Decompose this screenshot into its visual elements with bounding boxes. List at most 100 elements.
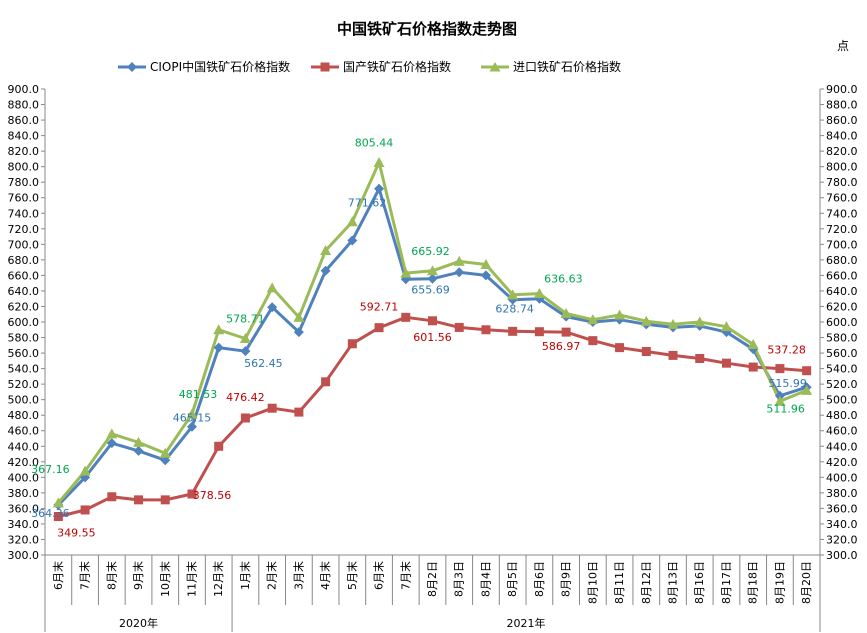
y-tick-label-left: 740.0 xyxy=(8,207,40,220)
data-point-ciopi xyxy=(240,346,251,357)
data-point-domestic xyxy=(721,358,731,368)
y-tick-label-left: 720.0 xyxy=(8,223,40,236)
y-tick-label-right: 440.0 xyxy=(826,440,858,453)
x-tick-label: 8月18日 xyxy=(747,561,760,604)
data-point-domestic xyxy=(695,354,705,364)
data-label: 562.45 xyxy=(244,357,283,370)
unit-label: 点 xyxy=(837,39,849,53)
series-line-domestic xyxy=(58,315,807,518)
data-point-ciopi xyxy=(347,235,358,246)
x-tick-label: 8月17日 xyxy=(720,561,733,604)
data-point-imported xyxy=(373,156,385,167)
data-point-domestic xyxy=(481,325,491,335)
y-tick-label-right: 420.0 xyxy=(826,456,858,469)
data-label: 601.56 xyxy=(413,331,452,344)
data-point-ciopi xyxy=(480,270,491,281)
x-tick-label: 6月末 xyxy=(51,561,65,590)
data-point-domestic xyxy=(214,441,224,451)
data-point-domestic xyxy=(454,322,464,332)
data-label: 665.92 xyxy=(411,245,450,258)
legend-item-imported[interactable]: 进口铁矿石价格指数 xyxy=(481,59,621,74)
x-tick-label: 8月5日 xyxy=(506,561,519,597)
data-label: 465.15 xyxy=(173,412,212,425)
y-tick-label-left: 380.0 xyxy=(8,487,40,500)
data-point-imported xyxy=(560,307,572,318)
data-point-imported xyxy=(694,316,706,327)
data-point-domestic xyxy=(802,366,812,376)
y-tick-label-left: 840.0 xyxy=(8,130,40,143)
x-tick-label: 2月末 xyxy=(265,561,279,590)
data-point-ciopi xyxy=(133,445,144,456)
year-label: 2021年 xyxy=(507,616,546,630)
data-point-domestic xyxy=(775,364,785,374)
data-point-ciopi xyxy=(267,302,278,313)
legend-item-ciopi[interactable]: CIOPI中国铁矿石价格指数 xyxy=(118,59,290,74)
data-label: 805.44 xyxy=(355,136,394,149)
legend-label-imported: 进口铁矿石价格指数 xyxy=(513,59,621,74)
y-tick-label-left: 580.0 xyxy=(8,332,40,345)
x-tick-label: 7月末 xyxy=(78,561,92,590)
data-point-imported xyxy=(239,333,251,344)
data-point-domestic xyxy=(107,492,117,502)
year-label: 2020年 xyxy=(119,616,158,630)
y-tick-label-left: 500.0 xyxy=(8,394,40,407)
x-tick-label: 12月末 xyxy=(211,561,225,597)
data-point-imported xyxy=(614,309,626,320)
y-tick-label-right: 700.0 xyxy=(826,238,858,251)
data-point-ciopi xyxy=(106,438,117,449)
chart-title: 中国铁矿石价格指数走势图 xyxy=(337,20,517,38)
y-tick-label-left: 300.0 xyxy=(8,549,40,562)
data-labels: 349.55 378.56 476.42 592.71 601.56 586.97 537.… xyxy=(31,136,807,539)
data-label: 515.99 xyxy=(768,377,807,390)
y-tick-label-right: 660.0 xyxy=(826,269,858,282)
y-tick-label-right: 460.0 xyxy=(826,425,858,438)
x-tick-label: 8月19日 xyxy=(773,561,786,604)
data-point-domestic xyxy=(374,323,384,333)
data-point-domestic xyxy=(294,407,304,417)
data-point-imported xyxy=(52,497,64,508)
y-tick-label-left: 760.0 xyxy=(8,192,40,205)
y-tick-label-left: 880.0 xyxy=(8,99,40,112)
data-point-imported xyxy=(186,408,198,419)
legend-label-ciopi: CIOPI中国铁矿石价格指数 xyxy=(150,59,290,74)
y-tick-label-left: 480.0 xyxy=(8,409,40,422)
x-tick-label: 5月末 xyxy=(345,561,359,590)
y-tick-label-right: 400.0 xyxy=(826,471,858,484)
y-tick-label-left: 360.0 xyxy=(8,502,40,515)
x-tick-label: 7月末 xyxy=(398,561,412,590)
data-point-domestic xyxy=(187,489,197,499)
data-point-imported xyxy=(346,216,358,227)
y-tick-label-right: 720.0 xyxy=(826,223,858,236)
y-tick-label-left: 320.0 xyxy=(8,533,40,546)
data-point-domestic xyxy=(748,362,758,372)
data-point-domestic xyxy=(347,339,357,349)
data-point-imported xyxy=(106,428,118,439)
y-tick-label-right: 760.0 xyxy=(826,192,858,205)
y-tick-label-left: 660.0 xyxy=(8,269,40,282)
y-tick-label-right: 520.0 xyxy=(826,378,858,391)
data-label: 586.97 xyxy=(542,340,581,353)
data-point-imported xyxy=(640,315,652,326)
data-point-imported xyxy=(159,447,171,458)
data-label: 511.96 xyxy=(766,402,805,415)
data-point-imported xyxy=(667,318,679,329)
x-tick-label: 8月10日 xyxy=(586,561,599,604)
data-point-ciopi xyxy=(427,273,438,284)
y-tick-label-left: 340.0 xyxy=(8,518,40,531)
y-tick-label-right: 300.0 xyxy=(826,549,858,562)
data-point-imported xyxy=(774,395,786,406)
y-tick-label-right: 860.0 xyxy=(826,114,858,127)
data-point-imported xyxy=(213,324,225,335)
legend-item-domestic[interactable]: 国产铁矿石价格指数 xyxy=(311,59,451,74)
y-tick-label-right: 380.0 xyxy=(826,487,858,500)
y-tick-label-left: 680.0 xyxy=(8,254,40,267)
y-tick-label-right: 800.0 xyxy=(826,161,858,174)
y-tick-label-left: 620.0 xyxy=(8,300,40,313)
data-label: 367.16 xyxy=(31,463,70,476)
data-point-domestic xyxy=(428,316,437,326)
y-tick-label-left: 640.0 xyxy=(8,285,40,298)
y-tick-label-right: 620.0 xyxy=(826,300,858,313)
x-tick-label: 8月9日 xyxy=(560,561,573,597)
data-point-ciopi xyxy=(320,265,331,276)
